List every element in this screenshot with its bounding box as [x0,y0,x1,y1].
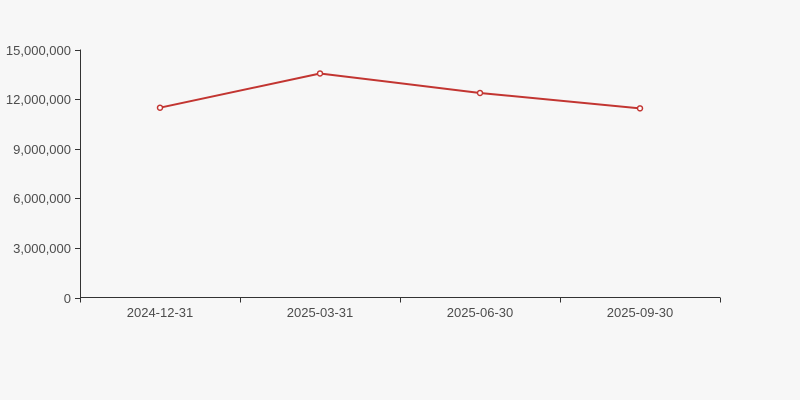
y-axis-tick-label: 3,000,000 [13,241,71,256]
x-axis-tick-label: 2025-03-31 [287,305,354,320]
data-point-marker [476,89,484,97]
data-point-marker [636,105,644,112]
x-axis-tick-label: 2025-06-30 [447,305,514,320]
y-axis-tick-label: 12,000,000 [6,92,71,107]
y-axis-tick-label: 0 [64,291,71,306]
data-point-marker [156,104,164,111]
y-axis-tick-label: 15,000,000 [6,43,71,58]
x-axis-tick-label: 2024-12-31 [127,305,194,320]
series-line [159,72,641,110]
x-axis-tick-label: 2025-09-30 [607,305,674,320]
data-point-marker [316,70,324,77]
y-axis-tick-label: 9,000,000 [13,142,71,157]
y-axis-tick-label: 6,000,000 [13,191,71,206]
